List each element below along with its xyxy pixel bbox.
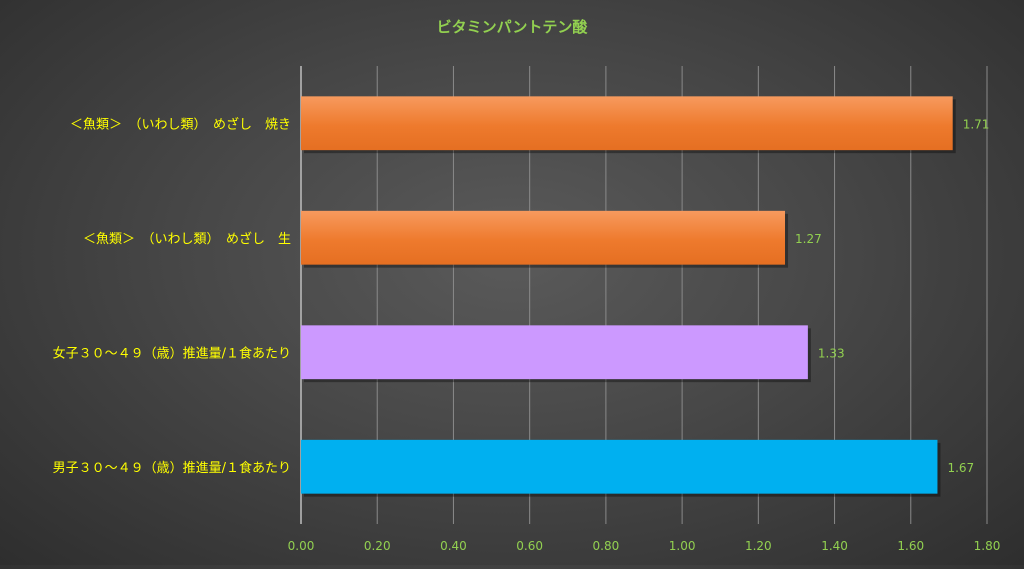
- data-label: 1.27: [795, 232, 822, 246]
- category-label: 女子３０～４９（歳）推進量/１食あたり: [53, 345, 291, 361]
- labels: 0.00 0.20 0.40 0.60 0.80 1.00 1.20 1.40 1.60 1.80…: [53, 116, 1001, 553]
- bar: [301, 96, 953, 151]
- x-tick-label: 0.80: [593, 539, 620, 553]
- category-label: ＜魚類＞ （いわし類） めざし 生: [83, 231, 291, 247]
- bar: [301, 325, 808, 380]
- category-label: ＜魚類＞ （いわし類） めざし 焼き: [70, 116, 291, 132]
- x-tick-label: 1.00: [669, 539, 696, 553]
- x-tick-label: 0.40: [440, 539, 467, 553]
- bar: [301, 210, 786, 265]
- x-tick-label: 1.80: [974, 539, 1001, 553]
- data-label: 1.71: [963, 117, 990, 131]
- category-label: 男子３０～４９（歳）推進量/１食あたり: [53, 460, 291, 476]
- bars: [301, 96, 956, 497]
- x-tick-label: 1.60: [897, 539, 924, 553]
- chart-title: ビタミンパントテン酸: [437, 18, 589, 36]
- data-label: 1.67: [947, 461, 974, 475]
- x-tick-label: 0.20: [364, 539, 391, 553]
- bar: [301, 439, 938, 494]
- x-tick-label: 0.60: [516, 539, 543, 553]
- x-tick-label: 1.20: [745, 539, 772, 553]
- data-label: 1.33: [818, 346, 845, 360]
- x-tick-label: 0.00: [288, 539, 315, 553]
- x-tick-label: 1.40: [821, 539, 848, 553]
